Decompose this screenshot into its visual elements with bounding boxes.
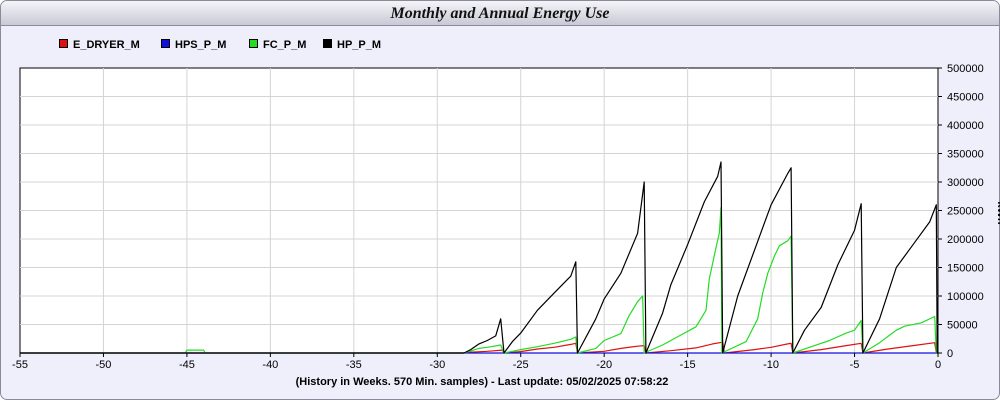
x-tick-label: -15	[680, 359, 696, 371]
y-tick-label: 500000	[947, 63, 984, 75]
series-line-e-dryer-m	[20, 341, 938, 354]
grid-lines	[20, 68, 938, 353]
y-tick-label: 50000	[947, 320, 978, 332]
series-lines	[20, 161, 938, 354]
y-tick-label: 450000	[947, 92, 984, 104]
legend-item-e-dryer-m: E_DRYER_M	[59, 39, 140, 51]
legend-swatch	[161, 39, 170, 48]
y-tick-label: 0	[947, 348, 953, 360]
axis-ticks: -55 -50 -45 -40 -35 -30 -25 -20 -15 -10 -5 00500001…	[12, 63, 984, 371]
legend-label: FC_P_M	[263, 39, 307, 51]
x-tick-label: -25	[513, 359, 529, 371]
legend-item-hps-p-m: HPS_P_M	[161, 39, 226, 51]
legend-item-fc-p-m: FC_P_M	[249, 39, 306, 51]
y-tick-label: 350000	[947, 149, 984, 161]
legend-label: HPS_P_M	[175, 39, 227, 51]
x-tick-label: 0	[935, 359, 941, 371]
chart-footer: (History in Weeks. 570 Min. samples) - L…	[296, 376, 669, 388]
y-tick-label: 400000	[947, 120, 984, 132]
x-tick-label: -35	[346, 359, 362, 371]
x-tick-label: -55	[12, 359, 28, 371]
x-tick-label: -50	[96, 359, 112, 371]
x-tick-label: -10	[763, 359, 779, 371]
chart-title-bar: Monthly and Annual Energy Use	[1, 1, 999, 26]
legend-item-hp-p-m: HP_P_M	[323, 39, 381, 51]
legend-label: HP_P_M	[337, 39, 382, 51]
x-tick-label: -40	[262, 359, 278, 371]
legend-swatch	[323, 39, 332, 48]
x-tick-label: -5	[850, 359, 860, 371]
series-line-hp-p-m	[20, 161, 938, 354]
x-tick-label: -20	[596, 359, 612, 371]
x-tick-label: -30	[429, 359, 445, 371]
chart-title: Monthly and Annual Energy Use	[390, 5, 610, 22]
y-axis-label: kWh	[995, 201, 1000, 225]
series-line-fc-p-m	[20, 207, 938, 354]
legend-swatch	[59, 39, 68, 48]
y-tick-label: 300000	[947, 177, 984, 189]
y-tick-label: 200000	[947, 234, 984, 246]
legend-swatch	[249, 39, 258, 48]
x-tick-label: -45	[179, 359, 195, 371]
y-tick-label: 100000	[947, 291, 984, 303]
y-tick-label: 250000	[947, 206, 984, 218]
legend-label: E_DRYER_M	[73, 39, 140, 51]
y-tick-label: 150000	[947, 263, 984, 275]
